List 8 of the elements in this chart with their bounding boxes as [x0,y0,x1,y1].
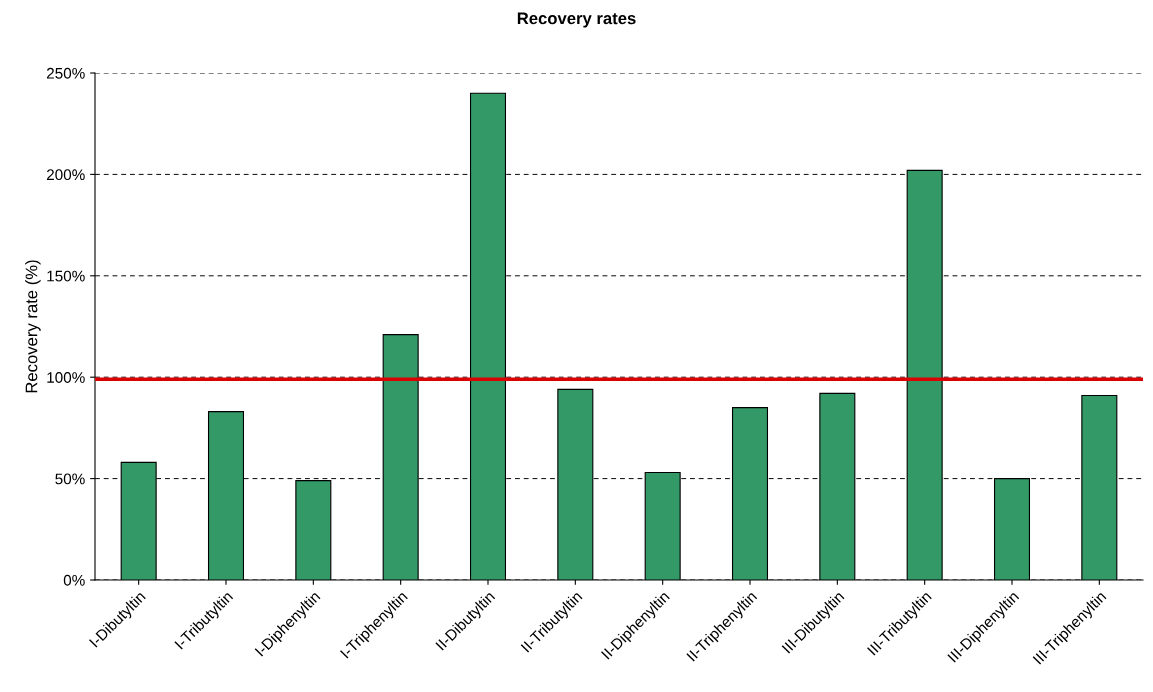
y-tick-label: 250% [46,67,85,79]
chart-title: Recovery rates [517,12,636,28]
y-tick-label: 50% [55,473,85,485]
y-axis-title: Recovery rate (%) [25,260,41,393]
y-tick-label: 200% [46,169,85,181]
y-tick-label: 100% [47,372,85,383]
y-tick-label: 0% [63,574,85,586]
y-tick-label: 150% [47,270,85,282]
